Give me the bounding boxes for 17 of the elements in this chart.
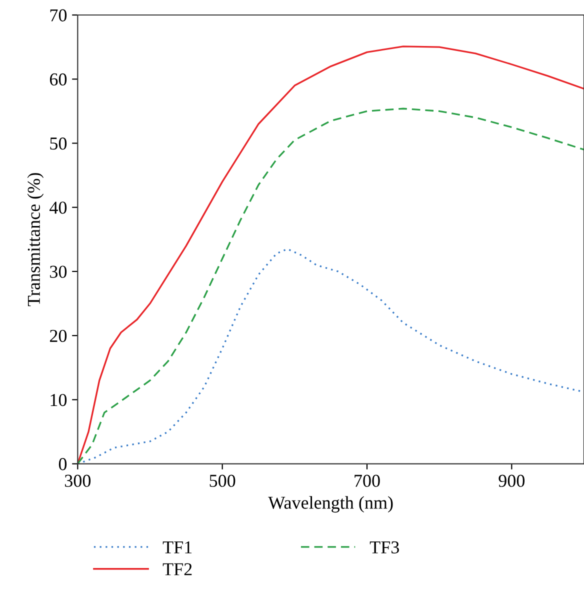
x-tick-label: 500 — [210, 474, 236, 487]
x-tick-label: 700 — [354, 474, 380, 487]
legend-label: TF2 — [162, 563, 192, 576]
x-tick-label: 300 — [64, 474, 91, 487]
y-tick-label: 20 — [50, 330, 67, 342]
y-axis-title: Transmittance (%) — [27, 173, 44, 306]
y-tick-label: 50 — [50, 137, 67, 150]
legend-label: TF1 — [162, 541, 192, 554]
legend-label: TF3 — [370, 541, 399, 554]
y-tick-label: 10 — [50, 394, 67, 406]
y-tick-label: 70 — [50, 9, 67, 22]
y-tick-label: 40 — [50, 202, 67, 214]
y-tick-label: 60 — [50, 73, 67, 86]
x-axis-title: Wavelength (nm) — [268, 496, 393, 513]
y-tick-label: 30 — [50, 266, 67, 278]
x-tick-label: 900 — [498, 474, 525, 487]
y-tick-label: 0 — [58, 458, 67, 470]
